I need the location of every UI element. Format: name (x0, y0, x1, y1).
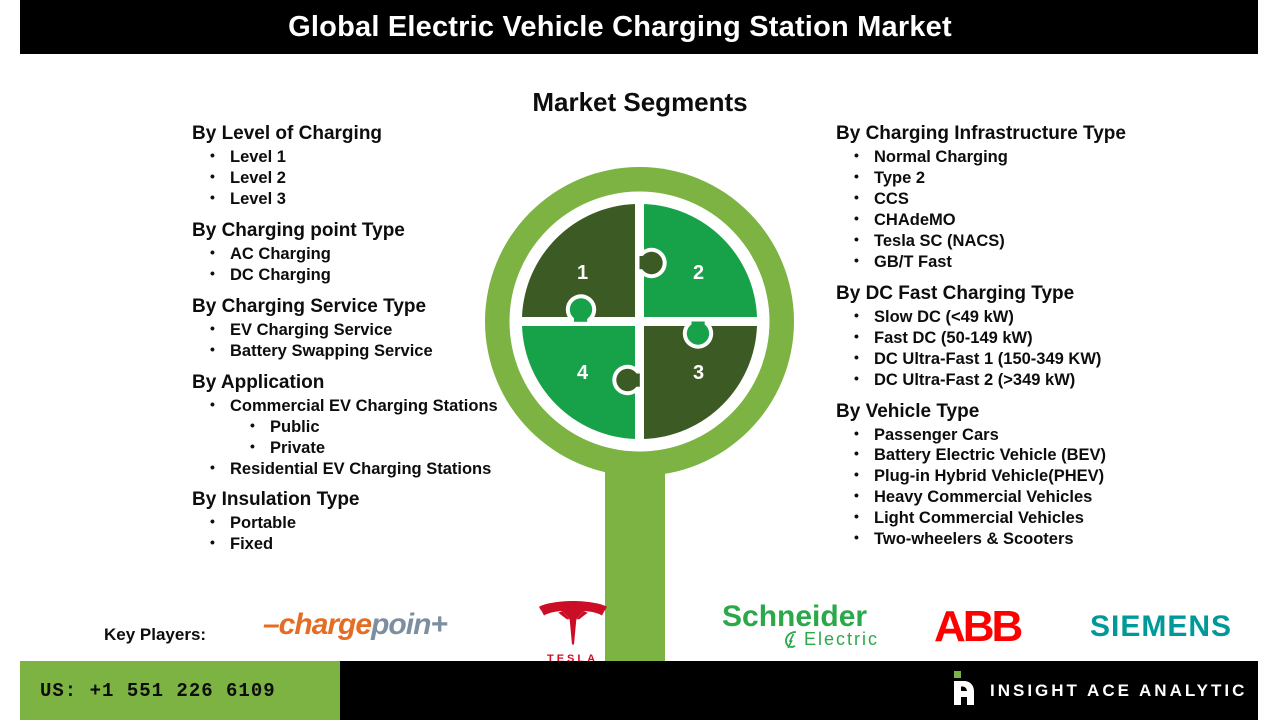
svg-text:3: 3 (693, 362, 704, 384)
svg-text:1: 1 (577, 262, 588, 284)
svg-text:4: 4 (577, 362, 589, 384)
svg-text:2: 2 (693, 262, 704, 284)
